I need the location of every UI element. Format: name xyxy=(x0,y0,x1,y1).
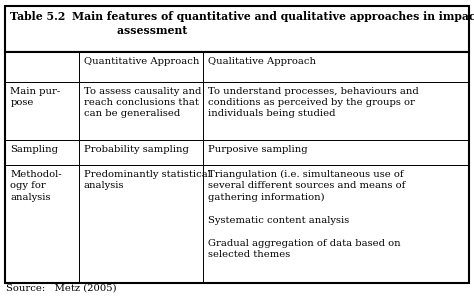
Bar xyxy=(79,140,203,165)
Text: Quantitative Approach: Quantitative Approach xyxy=(83,57,199,66)
Text: Methodol-
ogy for
analysis: Methodol- ogy for analysis xyxy=(10,170,62,202)
Bar xyxy=(203,165,468,282)
Text: Sampling: Sampling xyxy=(10,145,58,154)
Text: Source:   Metz (2005): Source: Metz (2005) xyxy=(7,284,117,293)
Bar xyxy=(6,52,79,82)
Bar xyxy=(6,165,79,282)
Text: Main pur-
pose: Main pur- pose xyxy=(10,87,61,107)
Text: Table 5.2: Table 5.2 xyxy=(10,11,66,22)
Bar xyxy=(203,140,468,165)
Bar xyxy=(203,52,468,82)
Bar xyxy=(79,165,203,282)
Bar xyxy=(79,52,203,82)
Text: Triangulation (i.e. simultaneous use of
several different sources and means of
g: Triangulation (i.e. simultaneous use of … xyxy=(208,170,405,259)
Text: Qualitative Approach: Qualitative Approach xyxy=(208,57,316,66)
Bar xyxy=(6,52,468,282)
Bar xyxy=(6,6,468,52)
Bar xyxy=(79,82,203,140)
Text: Main features of quantitative and qualitative approaches in impact
            a: Main features of quantitative and qualit… xyxy=(73,11,474,36)
Text: Probability sampling: Probability sampling xyxy=(83,145,189,154)
Text: To understand processes, behaviours and
conditions as perceived by the groups or: To understand processes, behaviours and … xyxy=(208,87,419,119)
Text: Predominantly statistical
analysis: Predominantly statistical analysis xyxy=(83,170,210,190)
Bar xyxy=(6,82,79,140)
Text: Purposive sampling: Purposive sampling xyxy=(208,145,307,154)
Bar xyxy=(203,82,468,140)
Bar xyxy=(6,140,79,165)
Text: To assess causality and
reach conclusions that
can be generalised: To assess causality and reach conclusion… xyxy=(83,87,201,119)
